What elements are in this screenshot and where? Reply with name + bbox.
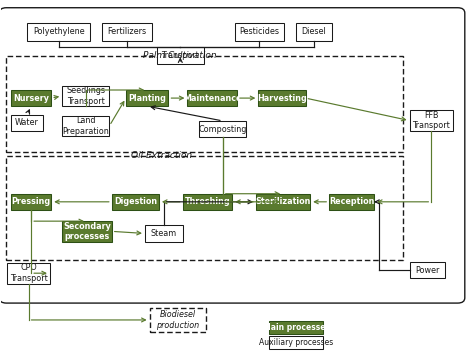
Text: FFB
Transport: FFB Transport	[412, 111, 450, 130]
Text: Harvesting: Harvesting	[257, 94, 307, 103]
Text: Sterilization: Sterilization	[255, 197, 311, 206]
FancyBboxPatch shape	[235, 23, 284, 41]
Text: Diesel: Diesel	[301, 28, 326, 36]
Text: Palm Cultivation: Palm Cultivation	[144, 51, 217, 60]
Text: Pesticides: Pesticides	[239, 28, 280, 36]
FancyBboxPatch shape	[126, 90, 168, 106]
FancyBboxPatch shape	[269, 336, 323, 349]
Text: Composting: Composting	[199, 125, 247, 133]
FancyBboxPatch shape	[0, 8, 465, 303]
Text: Power: Power	[415, 266, 439, 275]
Text: Transport: Transport	[162, 51, 199, 60]
Text: Land
Preparation: Land Preparation	[63, 116, 109, 136]
FancyBboxPatch shape	[199, 121, 246, 137]
Text: Water: Water	[15, 118, 39, 127]
FancyBboxPatch shape	[11, 115, 43, 131]
Text: CPO
Transport: CPO Transport	[9, 263, 47, 283]
Text: Digestion: Digestion	[114, 197, 157, 206]
Text: Steam: Steam	[151, 229, 177, 238]
Text: Secondary
processes: Secondary processes	[63, 222, 111, 241]
FancyBboxPatch shape	[156, 47, 204, 64]
FancyBboxPatch shape	[11, 194, 51, 210]
Text: Biodiesel
production: Biodiesel production	[156, 310, 200, 330]
Text: Main processes: Main processes	[263, 323, 330, 332]
FancyBboxPatch shape	[62, 221, 112, 241]
FancyBboxPatch shape	[256, 194, 310, 210]
FancyBboxPatch shape	[11, 90, 51, 106]
Text: Seedlings
Transport: Seedlings Transport	[66, 86, 105, 106]
FancyBboxPatch shape	[410, 262, 445, 279]
FancyBboxPatch shape	[7, 263, 50, 284]
FancyBboxPatch shape	[329, 194, 374, 210]
FancyBboxPatch shape	[145, 225, 182, 241]
Text: Polyethylene: Polyethylene	[33, 28, 84, 36]
FancyBboxPatch shape	[102, 23, 152, 41]
Text: Reception: Reception	[329, 197, 374, 206]
FancyBboxPatch shape	[258, 90, 306, 106]
Text: Pressing: Pressing	[12, 197, 51, 206]
Text: Oil Extraction: Oil Extraction	[131, 151, 192, 160]
FancyBboxPatch shape	[62, 116, 109, 136]
FancyBboxPatch shape	[62, 86, 109, 106]
Text: Threshing: Threshing	[185, 197, 230, 206]
Text: Nursery: Nursery	[13, 94, 49, 103]
FancyBboxPatch shape	[27, 23, 91, 41]
Text: Maintenance: Maintenance	[183, 94, 241, 103]
Text: Fertilizers: Fertilizers	[108, 28, 146, 36]
FancyBboxPatch shape	[182, 194, 232, 210]
FancyBboxPatch shape	[269, 321, 323, 334]
FancyBboxPatch shape	[112, 194, 159, 210]
FancyBboxPatch shape	[296, 23, 331, 41]
FancyBboxPatch shape	[187, 90, 237, 106]
FancyBboxPatch shape	[410, 110, 453, 131]
Text: Auxiliary processes: Auxiliary processes	[259, 338, 333, 347]
Text: Planting: Planting	[128, 94, 166, 103]
